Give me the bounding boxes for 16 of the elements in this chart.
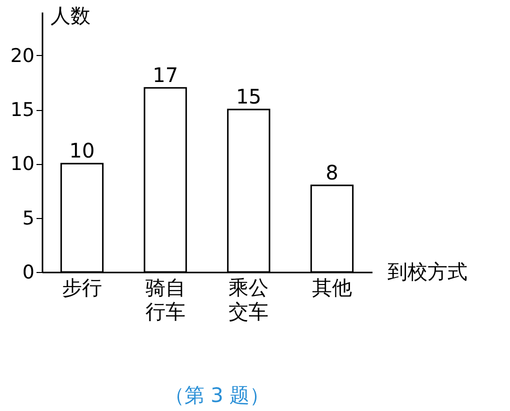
y-tick-label: 0 [22, 262, 34, 284]
x-axis-title: 到校方式 [388, 260, 468, 284]
y-tick-label: 5 [22, 207, 34, 230]
y-axis-title: 人数 [50, 4, 90, 28]
y-tick-label: 15 [10, 99, 34, 121]
y-tick-label: 10 [10, 153, 34, 176]
data-label: 8 [326, 160, 338, 184]
x-tick-label: 乘公交车 [228, 276, 269, 324]
text: （第 3 题） [164, 383, 270, 407]
data-label: 15 [236, 84, 262, 108]
data-label: 17 [152, 62, 178, 87]
data-label: 10 [69, 138, 95, 163]
x-tick-label: 骑自行车 [145, 276, 186, 324]
y-tick-label: 20 [10, 44, 34, 67]
x-tick-label: 步行 [62, 276, 102, 300]
x-tick-label: 其他 [312, 276, 352, 300]
